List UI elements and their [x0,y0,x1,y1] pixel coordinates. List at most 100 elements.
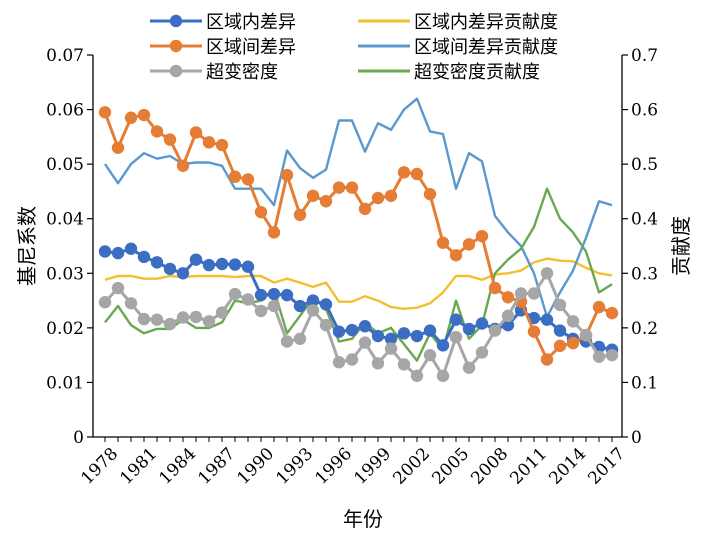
data-point [176,311,190,324]
data-point [293,332,307,345]
data-point [111,246,125,260]
data-point [462,361,476,374]
data-point [514,287,528,300]
data-point [189,253,203,266]
series-line-2 [103,271,613,378]
data-point [358,320,372,333]
data-point [163,133,177,146]
axes: 0 0.01 0.02 0.03 0.04 0.05 0.06 0.07 0 0.1 0.2 0.3 0… [46,46,658,489]
data-point [124,242,138,255]
x-tick-label: 2008 [467,444,512,489]
legend-label: 超变密度 [206,62,278,83]
y2-tick-label: 0.1 [631,373,658,393]
data-point [553,298,567,312]
y-tick-label: 0.05 [46,155,84,175]
data-point [202,315,216,328]
data-point [267,226,281,239]
legend-label: 区域内差异贡献度 [414,12,558,33]
data-point [280,168,294,182]
data-point [605,306,619,320]
data-point [124,297,138,310]
data-point [215,306,229,319]
data-point [397,327,411,340]
data-point [371,329,385,343]
data-point [410,369,424,383]
legend-swatch-marker [169,39,183,53]
data-point [319,195,333,208]
series-line-3 [104,257,613,310]
y-tick-label: 0 [73,428,84,448]
data-point [423,187,437,201]
data-point [254,205,268,219]
data-point [475,346,489,359]
legend-label: 区域内差异 [206,12,296,33]
data-point [449,330,463,344]
data-point [436,236,450,249]
data-point [293,208,307,222]
data-point [215,257,229,271]
data-point [553,339,567,353]
data-point [306,294,320,307]
data-point [436,369,450,383]
data-point [501,309,515,323]
data-point [384,332,398,345]
data-point [397,358,411,371]
data-point [371,191,385,205]
data-point [410,167,424,181]
y2-tick-label: 0 [631,428,642,448]
data-point [150,256,164,269]
y-tick-label: 0.02 [46,319,84,339]
data-point [189,310,203,324]
y-tick-label: 0.04 [46,210,84,230]
data-point [228,287,242,301]
data-point [579,328,593,342]
data-point [215,138,229,152]
data-point [189,126,203,139]
data-point [137,108,151,122]
data-point [241,293,255,306]
data-point [163,317,177,331]
data-point [488,324,502,337]
data-point [202,258,216,272]
data-point [540,267,554,280]
legend-label: 区域间差异 [206,37,296,58]
data-point [358,202,372,216]
y-tick-label: 0.01 [46,373,84,393]
data-point [98,106,112,119]
y-tick-label: 0.06 [46,101,84,121]
data-point [566,315,580,328]
data-point [306,304,320,317]
data-point [540,313,554,326]
data-point [358,336,372,349]
x-tick-label: 2014 [545,444,590,489]
data-point [267,287,281,301]
data-point [319,318,333,332]
y2-tick-label: 0.7 [631,46,658,66]
data-point [527,325,541,338]
data-point [280,288,294,302]
y-tick-label: 0.07 [46,46,84,66]
data-point [423,324,437,337]
data-point [176,159,190,172]
y2-tick-label: 0.3 [631,264,658,284]
data-point [397,166,411,179]
data-point [98,296,112,309]
data-point [605,348,619,362]
x-tick-label: 2011 [506,444,551,489]
data-point [150,313,164,326]
data-point [423,348,437,362]
data-point [501,318,515,332]
data-point [319,298,333,311]
y2-tick-label: 0.6 [631,101,658,121]
data-point [163,262,177,276]
data-point [332,356,346,369]
data-point [280,335,294,348]
data-point [137,312,151,326]
data-point [540,353,554,366]
data-point [137,250,151,264]
data-point [98,245,112,258]
y-tick-label: 0.03 [46,264,84,284]
x-tick-label: 1996 [311,444,356,489]
data-point [254,304,268,318]
